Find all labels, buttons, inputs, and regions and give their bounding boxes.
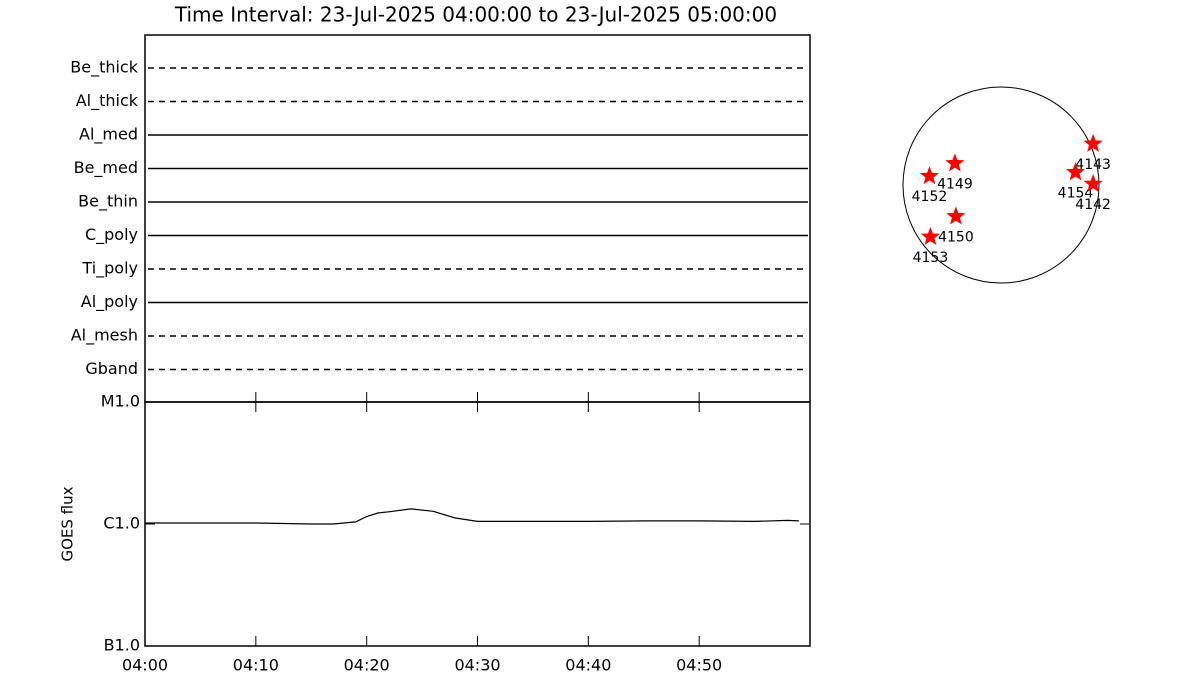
filter-label: Al_med: [79, 125, 138, 145]
active-region-star: [1066, 162, 1085, 181]
active-region-star: [945, 153, 965, 172]
x-tick-label: 04:10: [233, 656, 279, 675]
x-tick-label: 04:30: [454, 656, 500, 675]
filter-label: C_poly: [85, 225, 138, 245]
x-tick-label: 04:20: [344, 656, 390, 675]
x-tick-label: 04:00: [122, 656, 168, 675]
active-region-label: 4153: [913, 250, 949, 266]
filter-label: Be_thin: [78, 192, 138, 212]
active-region-label: 4149: [937, 176, 973, 192]
title: Time Interval: 23-Jul-2025 04:00:00 to 2…: [174, 3, 777, 27]
filter-label: Be_med: [74, 158, 138, 178]
filter-label: Al_poly: [81, 292, 138, 312]
filter-label: Gband: [85, 359, 138, 378]
goes-curve: [145, 508, 799, 525]
active-region-label: 4150: [938, 229, 974, 245]
active-region-star: [1083, 174, 1103, 193]
x-tick-label: 04:50: [676, 656, 722, 675]
filter-label: Al_mesh: [71, 326, 138, 346]
filter-label: Ti_poly: [81, 259, 138, 279]
filter-label: Al_thick: [76, 91, 139, 111]
goes-panel: [144, 401, 811, 647]
y-tick-label: B1.0: [104, 636, 140, 655]
x-tick-label: 04:40: [565, 656, 611, 675]
filter-panel: [144, 34, 811, 403]
active-region-label: 4154: [1058, 185, 1094, 201]
active-region-star: [920, 226, 940, 245]
active-region-star: [946, 206, 966, 225]
active-region-star: [1083, 133, 1103, 152]
solar-disk: [902, 86, 1100, 284]
filter-label: Be_thick: [70, 58, 138, 78]
y-tick-label: M1.0: [101, 392, 140, 411]
active-region-label: 4152: [912, 189, 948, 205]
active-region-star: [919, 166, 939, 185]
y-tick-label: C1.0: [103, 514, 140, 533]
y-axis-label: GOES flux: [59, 486, 77, 561]
active-region-label: 4142: [1075, 197, 1111, 213]
active-region-label: 4143: [1075, 157, 1111, 173]
